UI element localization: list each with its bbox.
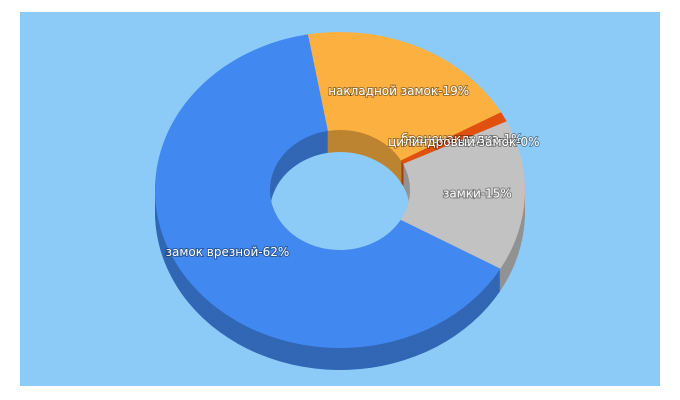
pie-tops <box>155 32 525 348</box>
slice-label: цилиндровый замок-0% <box>388 135 539 149</box>
slice <box>155 34 501 348</box>
slice-label: замки-15% <box>443 186 512 200</box>
slice-label: броненакладка-1% <box>401 132 522 146</box>
slice <box>400 121 525 269</box>
slice <box>400 112 507 164</box>
slice-label: накладной замок-19% <box>328 84 469 98</box>
slice <box>307 32 502 161</box>
pie-labels: накладной замок-19% броненакладка-1%цилин… <box>165 83 541 260</box>
slice-label: замок врезной-62% <box>166 245 290 259</box>
